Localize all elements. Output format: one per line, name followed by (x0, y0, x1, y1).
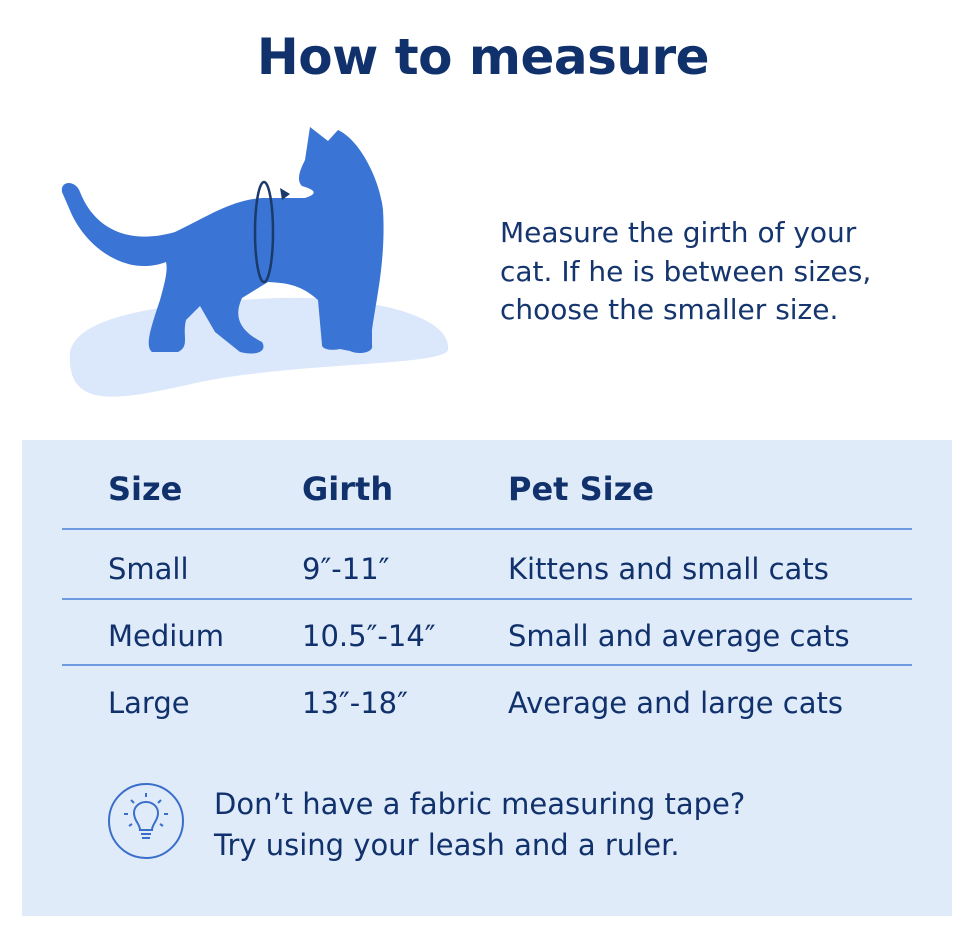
tip-line: Don’t have a fabric measuring tape? (214, 787, 746, 821)
measure-instructions: Measure the girth of your cat. If he is … (500, 214, 871, 330)
cat-silhouette (61, 127, 384, 354)
girth-loop (253, 180, 275, 284)
page-title: How to measure (256, 28, 710, 86)
row-large-size: Large (108, 686, 190, 720)
divider (62, 664, 912, 666)
row-large-pet: Average and large cats (508, 686, 843, 720)
size-chart-panel: Size Girth Pet Size Small 9″-11″ Kittens… (22, 440, 952, 916)
tip-line: Try using your leash and a ruler. (214, 828, 680, 862)
row-medium-size: Medium (108, 619, 224, 653)
lightbulb-icon (108, 783, 184, 859)
header-girth: Girth (302, 470, 394, 508)
row-small-girth: 9″-11″ (302, 552, 390, 586)
row-small-size: Small (108, 552, 189, 586)
row-large-girth: 13″-18″ (302, 686, 408, 720)
header-pet-size: Pet Size (508, 470, 654, 508)
cat-illustration (61, 127, 449, 397)
instruction-line: cat. If he is between sizes, (500, 254, 872, 288)
divider (62, 598, 912, 600)
row-small-pet: Kittens and small cats (508, 552, 829, 586)
divider (62, 528, 912, 530)
instruction-line: Measure the girth of your (500, 216, 857, 249)
tip-text: Don’t have a fabric measuring tape? Try … (214, 784, 745, 866)
row-medium-pet: Small and average cats (508, 619, 850, 653)
arrow-icon (280, 188, 290, 200)
instruction-line: choose the smaller size. (500, 293, 839, 326)
header-size: Size (108, 470, 183, 508)
row-medium-girth: 10.5″-14″ (302, 619, 436, 653)
